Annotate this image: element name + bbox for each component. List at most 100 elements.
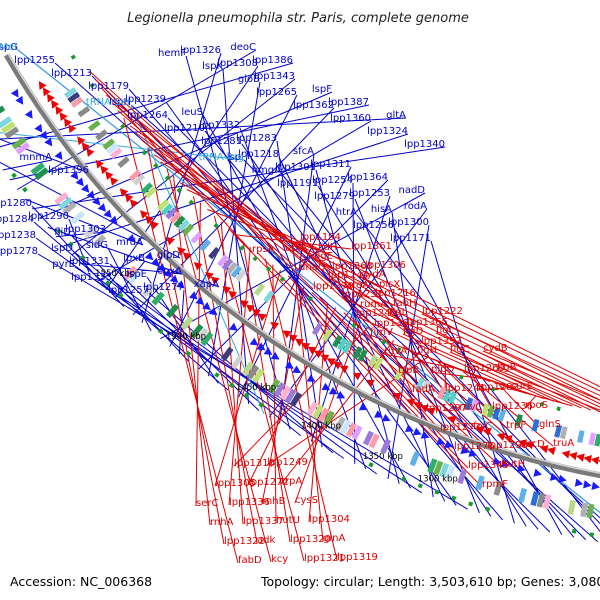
rna-label[interactable]: tRNA-Met: [0, 42, 18, 53]
reverse-gene-label[interactable]: fadA: [412, 384, 435, 395]
forward-gene-label[interactable]: gltA: [386, 110, 406, 121]
forward-gene-label[interactable]: lpp1218: [238, 149, 279, 160]
reverse-gene-label[interactable]: trpF: [506, 420, 526, 431]
reverse-gene-label[interactable]: rnhA: [210, 517, 234, 528]
forward-gene-label[interactable]: lpp1256: [353, 220, 394, 231]
forward-gene-label[interactable]: lpp1290: [28, 211, 69, 222]
forward-gene-label[interactable]: lpp1396: [48, 165, 89, 176]
reverse-gene-label[interactable]: lidH: [318, 242, 337, 253]
forward-gene-label[interactable]: lpp1333: [71, 272, 112, 283]
forward-gene-label[interactable]: lpp1278: [0, 246, 38, 257]
forward-gene-label[interactable]: lpp1265: [256, 87, 297, 98]
forward-gene-label[interactable]: rodA: [404, 201, 427, 212]
reverse-gene-label[interactable]: lpp1244: [328, 270, 369, 281]
reverse-gene-label[interactable]: lpp1365: [407, 317, 448, 328]
reverse-gene-label[interactable]: lpp1319: [337, 552, 378, 563]
reverse-gene-label[interactable]: fimV: [370, 327, 393, 338]
reverse-gene-label[interactable]: lpp1397: [421, 336, 462, 347]
reverse-gene-label[interactable]: flgE: [314, 251, 333, 262]
reverse-gene-label[interactable]: rumA: [360, 299, 387, 310]
reverse-gene-label[interactable]: lpp1322: [224, 536, 265, 547]
reverse-gene-label[interactable]: flgB: [497, 362, 517, 373]
reverse-gene-label[interactable]: dnaQ: [299, 262, 326, 273]
reverse-gene-label[interactable]: surE: [511, 381, 533, 392]
rna-label[interactable]: tRNA-Ser: [86, 97, 132, 108]
reverse-gene-label[interactable]: lpp1241: [445, 383, 486, 394]
reverse-gene-label[interactable]: plsX: [379, 279, 400, 290]
forward-gene-label[interactable]: lpp1283: [236, 133, 277, 144]
reverse-gene-label[interactable]: lpp1194: [300, 232, 341, 243]
reverse-gene-label[interactable]: lpp1337: [243, 516, 284, 527]
forward-gene-label[interactable]: lspK: [202, 61, 223, 72]
forward-gene-label[interactable]: lpp1210: [164, 123, 205, 134]
forward-gene-label[interactable]: lpp1386: [252, 55, 293, 66]
reverse-gene-label[interactable]: lpp1305: [215, 478, 256, 489]
forward-gene-label[interactable]: gloB: [238, 74, 260, 85]
reverse-gene-label[interactable]: nlpD: [431, 364, 454, 375]
reverse-gene-label[interactable]: flgC: [450, 344, 470, 355]
forward-gene-label[interactable]: lpp1301: [275, 162, 316, 173]
reverse-gene-label[interactable]: hutU: [276, 515, 300, 526]
forward-gene-label[interactable]: lpp1300: [388, 217, 429, 228]
forward-gene-label[interactable]: lspH: [109, 97, 131, 108]
forward-gene-label[interactable]: lspG: [0, 42, 18, 53]
forward-gene-label[interactable]: nadD: [398, 185, 425, 196]
reverse-gene-label[interactable]: lpp1336: [229, 497, 270, 508]
forward-gene-label[interactable]: lpp1324: [367, 126, 408, 137]
forward-gene-label[interactable]: lpp1179: [88, 81, 129, 92]
reverse-gene-label[interactable]: lpp1216: [375, 288, 416, 299]
reverse-gene-label[interactable]: lpp1276: [454, 441, 495, 452]
reverse-gene-label[interactable]: lpp1320: [290, 534, 331, 545]
forward-gene-label[interactable]: lpp1360: [330, 113, 371, 124]
reverse-gene-label[interactable]: ubiA: [285, 243, 307, 254]
reverse-gene-label[interactable]: lpp1273: [440, 422, 481, 433]
forward-gene-label[interactable]: lpp1362: [293, 100, 334, 111]
forward-gene-label[interactable]: lpp1253: [349, 188, 390, 199]
forward-gene-label[interactable]: lpp1213: [51, 68, 92, 79]
reverse-gene-label[interactable]: cydB: [483, 343, 508, 354]
reverse-gene-label[interactable]: lpp1298: [487, 440, 528, 451]
reverse-gene-label[interactable]: lpp1222: [422, 306, 463, 317]
forward-gene-label[interactable]: lpp1387: [328, 97, 369, 108]
reverse-gene-label[interactable]: rpmF: [482, 479, 508, 490]
forward-gene-label[interactable]: lpp1279: [314, 191, 355, 202]
forward-gene-label[interactable]: lpp1238: [0, 230, 36, 241]
forward-gene-label[interactable]: lpp1255: [14, 55, 55, 66]
reverse-gene-label[interactable]: truA: [553, 438, 574, 449]
forward-gene-label[interactable]: lpp1264: [127, 110, 168, 121]
reverse-gene-label[interactable]: ruvA: [384, 346, 407, 357]
reverse-gene-label[interactable]: lpp1237: [342, 289, 383, 300]
forward-gene-label[interactable]: hisA: [371, 204, 392, 215]
reverse-gene-label[interactable]: fabH: [393, 298, 417, 309]
reverse-gene-label[interactable]: lpp1282: [478, 382, 519, 393]
reverse-gene-label[interactable]: trpA: [281, 476, 302, 487]
forward-gene-label[interactable]: fliD: [54, 227, 71, 238]
forward-gene-label[interactable]: lpp1171: [390, 233, 431, 244]
reverse-gene-label[interactable]: glnS: [539, 419, 561, 430]
reverse-gene-label[interactable]: lpp1260: [464, 363, 505, 374]
reverse-gene-label[interactable]: flgH: [417, 345, 437, 356]
forward-gene-label[interactable]: deoC: [230, 42, 256, 53]
forward-gene-label[interactable]: lpp1326: [180, 45, 221, 56]
forward-gene-label[interactable]: lspI: [227, 152, 244, 163]
forward-gene-label[interactable]: hemF: [158, 48, 186, 59]
forward-gene-label[interactable]: lpp1277: [143, 282, 184, 293]
forward-gene-label[interactable]: lpp1332: [199, 120, 240, 131]
forward-gene-label[interactable]: lpp1364: [347, 172, 388, 183]
forward-gene-label[interactable]: lpp1340: [404, 139, 445, 150]
forward-gene-label[interactable]: cpxA: [157, 266, 182, 277]
forward-gene-label[interactable]: xapA: [194, 279, 219, 290]
reverse-gene-label[interactable]: lpp1321: [304, 553, 345, 564]
reverse-gene-label[interactable]: folC: [473, 421, 492, 432]
forward-gene-label[interactable]: sidG: [86, 240, 108, 251]
forward-gene-label[interactable]: lpxB: [123, 253, 145, 264]
reverse-gene-label[interactable]: cysS: [295, 495, 318, 506]
reverse-gene-label[interactable]: flgD: [403, 326, 424, 337]
forward-gene-label[interactable]: lpp1257: [108, 285, 149, 296]
reverse-gene-label[interactable]: rpsA: [252, 244, 275, 255]
forward-gene-label[interactable]: lpp1331: [69, 256, 110, 267]
reverse-gene-label[interactable]: glnA: [323, 533, 345, 544]
reverse-gene-label[interactable]: rnhB: [262, 496, 286, 507]
forward-gene-label[interactable]: lspD: [51, 243, 73, 254]
reverse-gene-label[interactable]: aroA: [346, 280, 369, 291]
